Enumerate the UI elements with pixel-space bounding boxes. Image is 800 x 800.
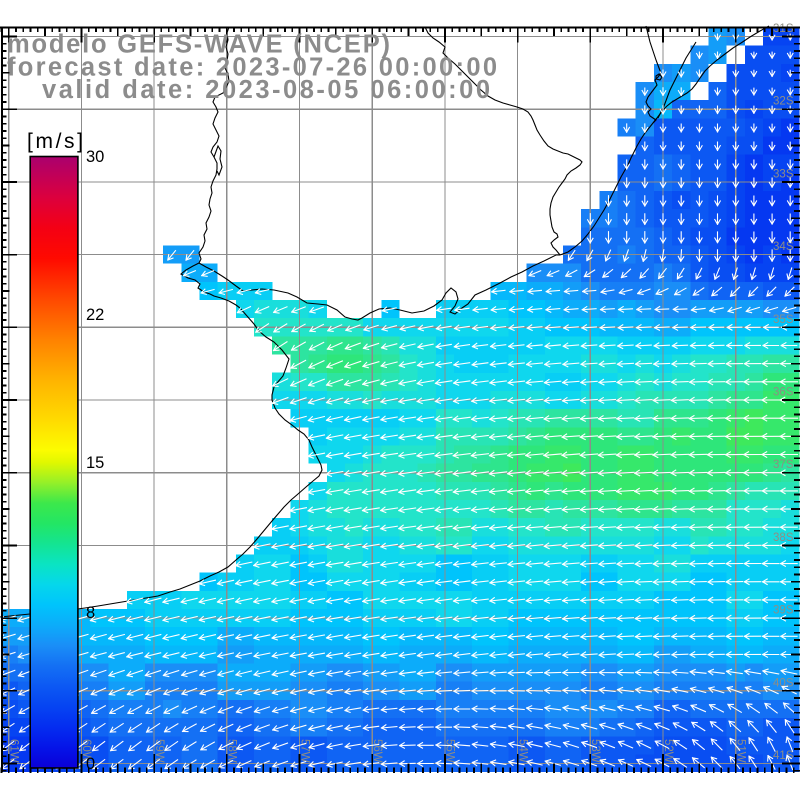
svg-text:32S: 32S [773,96,794,108]
svg-text:valid date: 2023-08-05 06:00:0: valid date: 2023-08-05 06:00:00 [42,76,490,104]
svg-text:51W: 51W [735,739,747,763]
svg-text:15: 15 [86,454,104,472]
svg-text:34S: 34S [773,241,794,253]
svg-text:35S: 35S [773,314,794,326]
svg-text:37S: 37S [773,459,794,471]
svg-text:52W: 52W [662,739,674,763]
svg-text:8: 8 [86,604,95,622]
svg-text:0: 0 [86,755,95,773]
svg-text:53W: 53W [589,739,601,763]
svg-text:[m/s]: [m/s] [27,130,83,153]
svg-text:59W: 59W [153,739,165,763]
svg-text:38S: 38S [773,532,794,544]
svg-text:39S: 39S [773,605,794,617]
svg-text:41S: 41S [773,750,794,762]
svg-text:forecast date: 2023-07-26 00:0: forecast date: 2023-07-26 00:00:00 [7,54,497,82]
svg-text:22: 22 [86,306,104,324]
svg-text:31S: 31S [773,23,794,35]
svg-text:61W: 61W [8,739,20,763]
svg-text:36S: 36S [773,387,794,399]
svg-text:30: 30 [86,148,104,166]
svg-text:60W: 60W [80,739,92,763]
svg-text:40S: 40S [773,677,794,689]
svg-text:33S: 33S [773,168,794,180]
svg-text:54W: 54W [516,739,528,763]
svg-text:modelo GEFS-WAVE (NCEP): modelo GEFS-WAVE (NCEP) [7,31,390,59]
